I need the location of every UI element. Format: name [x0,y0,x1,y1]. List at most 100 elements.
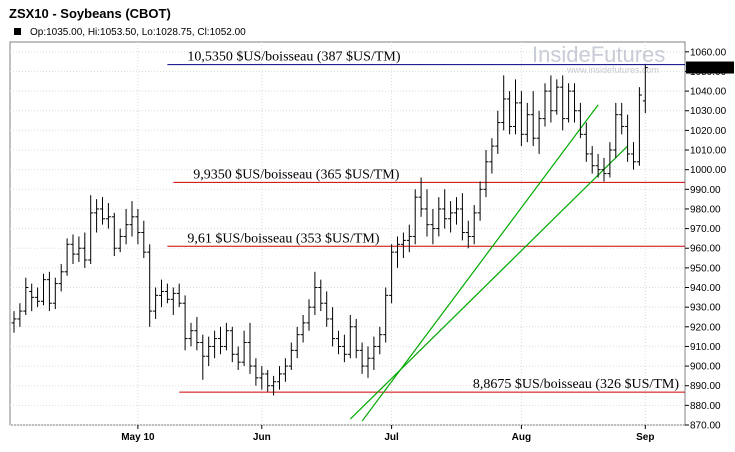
ohlc-bar [530,91,536,147]
x-axis: May 10 Jun Jul Aug Sep [121,425,654,443]
ohlc-bar [595,153,601,178]
y-tick-label: 1040.00 [690,87,727,98]
ohlc-bar [371,336,377,371]
ohlc-bar [312,271,318,316]
y-tick-label: 1030.00 [690,106,727,117]
ohlc-bar [253,358,259,386]
chart-title: ZSX10 - Soybeans (CBOT) [9,6,171,21]
ohlc-bar [23,277,29,316]
ohlc-bar [46,271,52,312]
ohlc-bar [223,322,229,351]
ohlc-bar [436,197,442,237]
ohlc-bar [235,346,241,371]
ohlc-bar [206,336,212,367]
ohlc-bar [35,287,41,308]
ohlc-bar [359,342,365,374]
ohlc-bar [135,208,141,245]
ohlc-bar [11,311,17,333]
ohlc-bar [489,138,495,174]
watermark: InsideFutures www.insidefutures.com [532,42,665,75]
plot-area [9,41,686,426]
y-tick-label: 880.00 [690,401,721,412]
ohlc-bar [631,142,636,170]
ohlc-bar [300,315,306,343]
ohlc-bar [406,224,412,253]
ohlc-bar [400,232,406,259]
ohlc-bar [188,322,194,347]
ohlc-bar [88,195,94,264]
ohlc-bar [442,189,448,229]
support-resistance-levels: 10,5350 $US/boisseau (387 $US/TM) 9,9350 … [167,50,685,393]
trendline [349,145,629,420]
ohlc-bar [365,346,371,378]
y-tick-label: 900.00 [690,362,721,373]
ohlc-bar [518,91,524,147]
ohlc-bar [619,102,625,135]
x-tick-label: Sep [636,432,654,443]
ohlc-bar [324,291,330,327]
ohlc-bar [94,199,100,233]
ohlc-bar [282,358,288,382]
ohlc-bar [566,83,572,123]
x-tick-label: Aug [512,432,531,443]
y-tick-label: 940.00 [690,283,721,294]
ohlc-bar [347,315,353,359]
trendline [361,104,599,422]
ohlc-bar [229,326,235,363]
ohlc-bar [176,283,182,308]
ohlc-bar [41,273,46,306]
ohlc-bar [212,330,218,359]
ohlc-bar [607,142,613,178]
y-tick-label: 920.00 [690,322,721,333]
y-tick-label: 990.00 [690,185,721,196]
ohlc-bar [642,64,648,114]
ohlc-bar [389,244,395,304]
ohlc-bar [577,102,583,139]
ohlc-bar [465,220,471,249]
last-price-marker: 1052.00 [686,61,734,75]
ohlc-bar [430,208,436,245]
ohlc-bar [129,201,135,237]
ohlc-bar [271,375,277,396]
ohlc-bar [259,366,265,390]
y-tick-label: 1020.00 [690,126,727,137]
level-label: 9,61 $US/boisseau (353 $US/TM) [187,231,379,246]
ohlc-bar [383,287,389,343]
x-tick-label: Jul [384,432,399,443]
last-price-box [686,61,734,74]
level-label: 9,9350 $US/boisseau (365 $US/TM) [193,167,399,182]
ohlc-bar [194,316,200,351]
level-label: 8,8675 $US/boisseau (326 $US/TM) [473,377,679,392]
y-tick-label: 1010.00 [690,146,727,157]
ohlc-bar [424,189,430,237]
ohlc-bar [412,189,418,245]
y-tick-label: 1060.00 [690,47,727,58]
ohlc-bar [17,303,23,327]
y-tick-label: 980.00 [690,204,721,215]
ohlc-bar [341,334,347,363]
ohlc-bar [277,366,282,390]
ohlc-bar [288,342,294,371]
y-tick-label: 930.00 [690,303,721,314]
ohlc-bar [218,326,223,355]
ohlc-bar [336,330,341,355]
y-tick-label: 1000.00 [690,165,727,176]
last-price-label: 1052.00 [690,64,727,75]
ohlc-bar [560,75,566,131]
ohlc-bar [182,295,188,351]
ohlc-bar [536,110,542,154]
ohlc-bar [501,75,507,131]
ohlc-summary: Op:1035.00, Hi:1053.50, Lo:1028.75, Cl:1… [30,27,246,38]
ohlc-bar [613,102,619,158]
ohlc-bar [318,279,324,312]
ohlc-bar [141,220,147,259]
series-marker [14,28,21,35]
ohlc-bar [625,114,631,162]
ohlc-bar [583,122,589,162]
watermark-url: www.insidefutures.com [566,65,659,75]
ohlc-bar [542,83,548,127]
ohlc-bar [483,150,489,198]
ohlc-bar [111,212,117,257]
